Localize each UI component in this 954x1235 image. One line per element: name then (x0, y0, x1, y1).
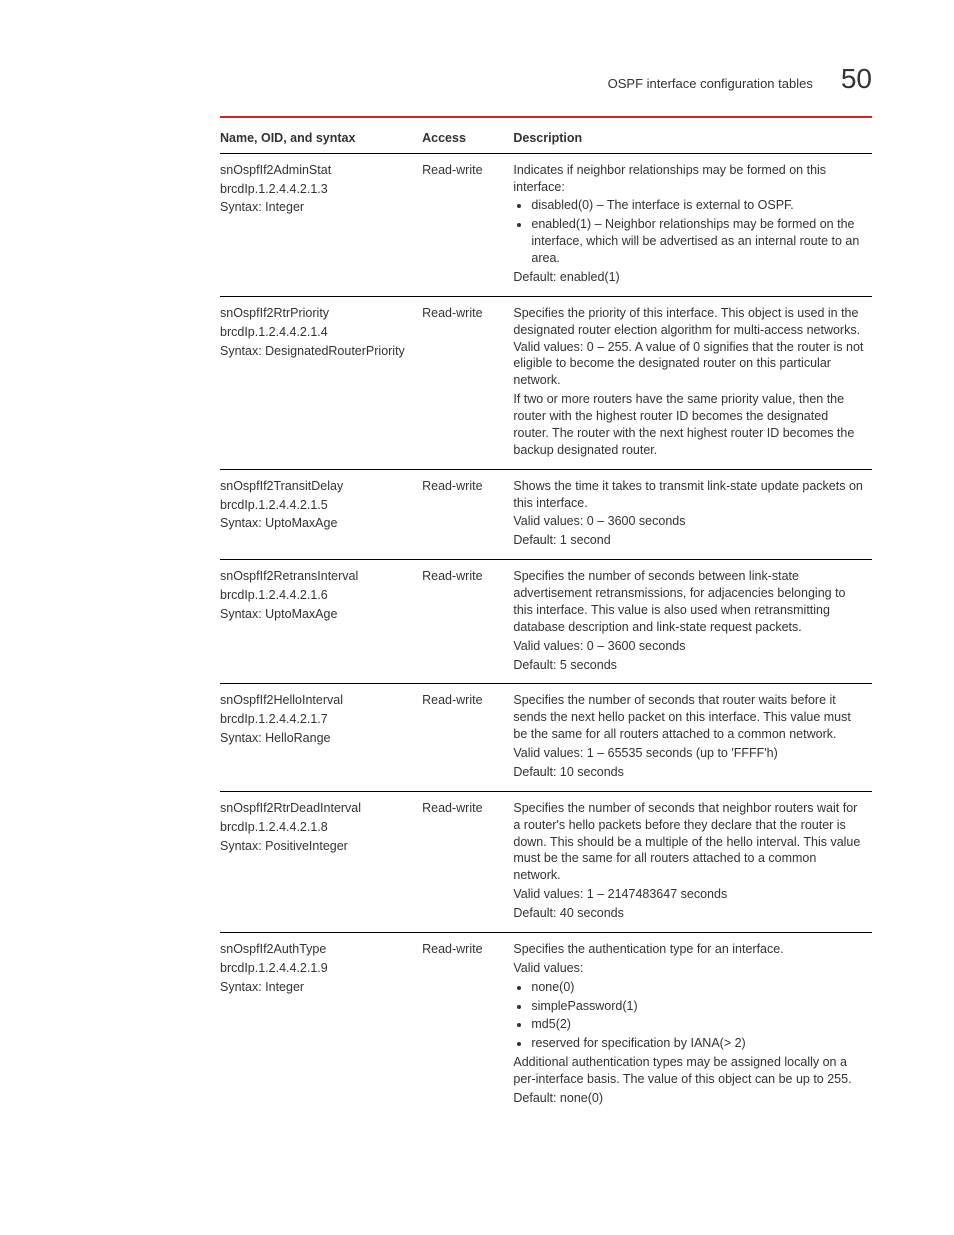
page: OSPF interface configuration tables 50 N… (0, 0, 954, 1235)
table-row: snOspfIf2RtrPriority brcdIp.1.2.4.4.2.1.4… (220, 296, 872, 469)
cell-description: Specifies the priority of this interface… (513, 296, 872, 469)
desc-text: Default: 1 second (513, 532, 864, 549)
desc-text: Valid values: 1 – 2147483647 seconds (513, 886, 864, 903)
cell-description: Shows the time it takes to transmit link… (513, 469, 872, 560)
desc-text: Indicates if neighbor relationships may … (513, 162, 864, 196)
desc-text: Specifies the authentication type for an… (513, 941, 864, 958)
cell-description: Specifies the number of seconds that rou… (513, 684, 872, 791)
mib-oid: brcdIp.1.2.4.4.2.1.3 (220, 181, 414, 198)
desc-bullet: none(0) (531, 979, 864, 996)
mib-oid: brcdIp.1.2.4.4.2.1.6 (220, 587, 414, 604)
desc-text: If two or more routers have the same pri… (513, 391, 864, 459)
cell-description: Specifies the number of seconds between … (513, 560, 872, 684)
desc-text: Shows the time it takes to transmit link… (513, 478, 864, 512)
header-rule (220, 116, 872, 118)
cell-access: Read-write (422, 469, 513, 560)
cell-name: snOspfIf2AdminStat brcdIp.1.2.4.4.2.1.3Sy… (220, 153, 422, 296)
table-row: snOspfIf2AuthType brcdIp.1.2.4.4.2.1.9 Syn… (220, 932, 872, 1116)
mib-name: snOspfIf2RetransInterval (220, 568, 414, 585)
page-header: OSPF interface configuration tables 50 (220, 60, 872, 98)
desc-bullet: simplePassword(1) (531, 998, 864, 1015)
cell-access: Read-write (422, 153, 513, 296)
table-row: snOspfIf2TransitDelay brcdIp.1.2.4.4.2.1.… (220, 469, 872, 560)
desc-text: Specifies the number of seconds between … (513, 568, 864, 636)
cell-access: Read-write (422, 791, 513, 932)
desc-text: Default: enabled(1) (513, 269, 864, 286)
desc-text: Valid values: 1 – 65535 seconds (up to '… (513, 745, 864, 762)
cell-name: snOspfIf2HelloInterval brcdIp.1.2.4.4.2.1… (220, 684, 422, 791)
mib-name: snOspfIf2AdminStat (220, 162, 414, 179)
col-header-access: Access (422, 124, 513, 153)
cell-description: Indicates if neighbor relationships may … (513, 153, 872, 296)
mib-syntax: Syntax: UptoMaxAge (220, 606, 414, 623)
table-row: snOspfIf2RetransInterval brcdIp.1.2.4.4.2… (220, 560, 872, 684)
desc-text: Default: 40 seconds (513, 905, 864, 922)
desc-bullet-list: none(0) simplePassword(1)md5(2) reserved f… (513, 979, 864, 1053)
mib-name: snOspfIf2AuthType (220, 941, 414, 958)
mib-name: snOspfIf2RtrDeadInterval (220, 800, 414, 817)
cell-name: snOspfIf2RtrDeadInterval brcdIp.1.2.4.4.2… (220, 791, 422, 932)
mib-syntax: Syntax: UptoMaxAge (220, 515, 414, 532)
section-title: OSPF interface configuration tables (608, 75, 813, 93)
table-row: snOspfIf2RtrDeadInterval brcdIp.1.2.4.4.2… (220, 791, 872, 932)
mib-oid: brcdIp.1.2.4.4.2.1.4 (220, 324, 414, 341)
cell-name: snOspfIf2RtrPriority brcdIp.1.2.4.4.2.1.4… (220, 296, 422, 469)
cell-name: snOspfIf2RetransInterval brcdIp.1.2.4.4.2… (220, 560, 422, 684)
desc-bullet: disabled(0) – The interface is external … (531, 197, 864, 214)
desc-bullet-list: disabled(0) – The interface is external … (513, 197, 864, 267)
mib-name: snOspfIf2TransitDelay (220, 478, 414, 495)
mib-oid: brcdIp.1.2.4.4.2.1.5 (220, 497, 414, 514)
mib-syntax: Syntax: HelloRange (220, 730, 414, 747)
cell-description: Specifies the authentication type for an… (513, 932, 872, 1116)
mib-name: snOspfIf2RtrPriority (220, 305, 414, 322)
mib-syntax: Syntax: DesignatedRouterPriority (220, 343, 414, 360)
col-header-desc: Description (513, 124, 872, 153)
desc-text: Additional authentication types may be a… (513, 1054, 864, 1088)
mib-table: Name, OID, and syntax Access Description… (220, 124, 872, 1117)
desc-text: Default: none(0) (513, 1090, 864, 1107)
desc-text: Default: 5 seconds (513, 657, 864, 674)
cell-access: Read-write (422, 560, 513, 684)
mib-name: snOspfIf2HelloInterval (220, 692, 414, 709)
mib-syntax: Syntax: PositiveInteger (220, 838, 414, 855)
desc-text: Valid values: 0 – 3600 seconds (513, 513, 864, 530)
mib-syntax: Syntax: Integer (220, 199, 414, 216)
desc-bullet: enabled(1) – Neighbor relationships may … (531, 216, 864, 267)
mib-syntax: Syntax: Integer (220, 979, 414, 996)
mib-oid: brcdIp.1.2.4.4.2.1.7 (220, 711, 414, 728)
table-header-row: Name, OID, and syntax Access Description (220, 124, 872, 153)
desc-text: Valid values: (513, 960, 864, 977)
mib-oid: brcdIp.1.2.4.4.2.1.9 (220, 960, 414, 977)
cell-access: Read-write (422, 932, 513, 1116)
desc-text: Specifies the number of seconds that nei… (513, 800, 864, 884)
desc-text: Valid values: 0 – 3600 seconds (513, 638, 864, 655)
cell-access: Read-write (422, 296, 513, 469)
desc-text: Default: 10 seconds (513, 764, 864, 781)
cell-description: Specifies the number of seconds that nei… (513, 791, 872, 932)
table-row: snOspfIf2HelloInterval brcdIp.1.2.4.4.2.1… (220, 684, 872, 791)
cell-name: snOspfIf2AuthType brcdIp.1.2.4.4.2.1.9 Syn… (220, 932, 422, 1116)
mib-oid: brcdIp.1.2.4.4.2.1.8 (220, 819, 414, 836)
desc-bullet: reserved for specification by IANA(> 2) (531, 1035, 864, 1052)
cell-name: snOspfIf2TransitDelay brcdIp.1.2.4.4.2.1.… (220, 469, 422, 560)
desc-text: Specifies the number of seconds that rou… (513, 692, 864, 743)
desc-bullet: md5(2) (531, 1016, 864, 1033)
table-body: snOspfIf2AdminStatbrcdIp.1.2.4.4.2.1.3Sy… (220, 153, 872, 1117)
page-number: 50 (841, 60, 872, 98)
table-row: snOspfIf2AdminStat brcdIp.1.2.4.4.2.1.3Sy… (220, 153, 872, 296)
desc-text: Specifies the priority of this interface… (513, 305, 864, 389)
col-header-name: Name, OID, and syntax (220, 124, 422, 153)
cell-access: Read-write (422, 684, 513, 791)
